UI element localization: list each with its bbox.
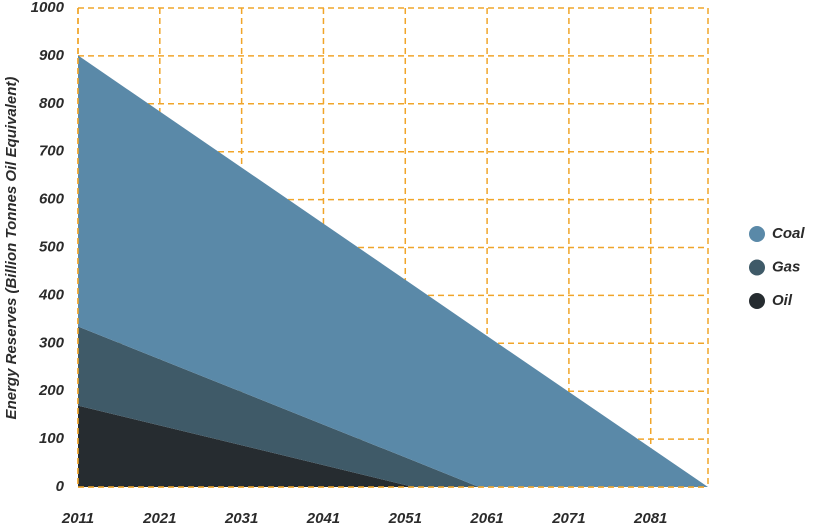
y-tick-label: 0 bbox=[56, 478, 65, 495]
area bbox=[78, 326, 708, 487]
x-tick-label: 2051 bbox=[388, 510, 422, 527]
x-tick-label: 2011 bbox=[61, 510, 94, 527]
y-axis-label: Energy Reserves (Billion Tonnes Oil Equi… bbox=[3, 77, 20, 420]
legend-label: Oil bbox=[772, 292, 793, 309]
y-tick-label: 400 bbox=[38, 286, 65, 303]
y-tick-label: 200 bbox=[38, 382, 65, 399]
y-tick-label: 1000 bbox=[31, 0, 65, 16]
y-tick-label: 500 bbox=[39, 238, 65, 255]
y-tick-label: 700 bbox=[39, 143, 65, 160]
y-tick-label: 600 bbox=[39, 191, 65, 208]
x-tick-label: 2081 bbox=[633, 510, 667, 527]
x-tick-label: 2021 bbox=[142, 510, 176, 527]
y-tick-label: 900 bbox=[39, 47, 65, 64]
legend-swatch bbox=[749, 226, 765, 242]
x-tick-label: 2041 bbox=[306, 510, 340, 527]
legend-label: Gas bbox=[772, 258, 800, 275]
legend-label: Coal bbox=[772, 225, 805, 242]
x-tick-label: 2031 bbox=[224, 510, 258, 527]
x-tick-label: 2071 bbox=[551, 510, 585, 527]
legend-swatch bbox=[749, 293, 765, 309]
area bbox=[78, 405, 708, 487]
y-tick-label: 800 bbox=[39, 95, 65, 112]
areas bbox=[78, 55, 708, 488]
y-tick-label: 100 bbox=[39, 430, 65, 447]
legend-swatch bbox=[749, 259, 765, 276]
y-tick-label: 300 bbox=[39, 334, 65, 351]
area bbox=[78, 55, 708, 488]
x-tick-label: 2061 bbox=[469, 510, 503, 527]
